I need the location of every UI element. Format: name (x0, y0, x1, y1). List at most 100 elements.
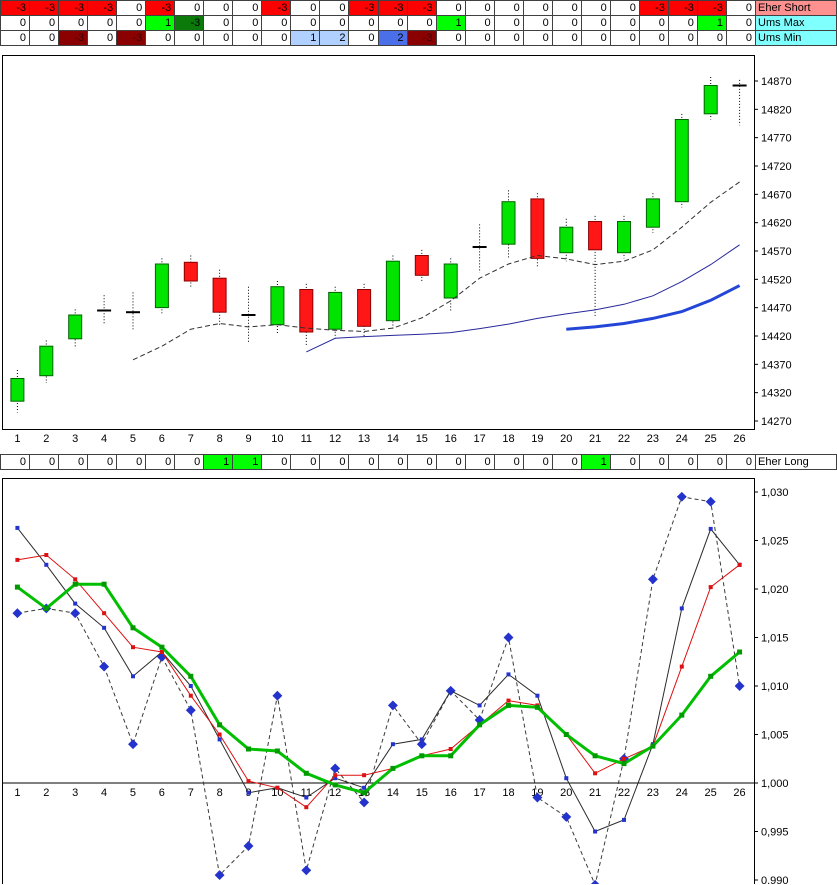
signal-cell[interactable]: 0 (494, 1, 523, 15)
signal-cell[interactable]: 0 (610, 31, 639, 45)
signal-cell[interactable]: 0 (610, 16, 639, 30)
signal-cell[interactable]: -3 (30, 1, 59, 15)
signal-cell[interactable]: 0 (204, 1, 233, 15)
signal-cell[interactable]: 0 (436, 1, 465, 15)
signal-cell[interactable]: 0 (320, 16, 349, 30)
signal-cell[interactable]: 0 (146, 455, 175, 469)
signal-cell[interactable]: 0 (668, 31, 697, 45)
signal-cell[interactable]: 0 (494, 31, 523, 45)
signal-cell[interactable]: 1 (233, 455, 262, 469)
signal-cell[interactable]: 0 (233, 16, 262, 30)
signal-cell[interactable]: 0 (581, 1, 610, 15)
signal-cell[interactable]: 0 (175, 455, 204, 469)
signal-cell[interactable]: -3 (378, 1, 407, 15)
signal-cell[interactable]: 2 (320, 31, 349, 45)
signal-cell[interactable]: 0 (1, 31, 30, 45)
signal-cell[interactable]: 0 (262, 455, 291, 469)
signal-cell[interactable]: 2 (378, 31, 407, 45)
signal-cell[interactable]: 0 (639, 31, 668, 45)
signal-cell[interactable]: 0 (581, 16, 610, 30)
signal-cell[interactable]: -3 (407, 1, 436, 15)
signal-cell[interactable]: 0 (1, 16, 30, 30)
signal-cell[interactable]: 0 (494, 16, 523, 30)
signal-cell[interactable]: 0 (320, 455, 349, 469)
signal-cell[interactable]: 0 (30, 16, 59, 30)
signal-cell[interactable]: 1 (581, 455, 610, 469)
signal-cell[interactable]: 1 (436, 16, 465, 30)
signal-cell[interactable]: 0 (378, 16, 407, 30)
signal-cell[interactable]: 0 (668, 16, 697, 30)
signal-cell[interactable]: 0 (465, 455, 494, 469)
signal-cell[interactable]: -3 (88, 1, 117, 15)
signal-cell[interactable]: 0 (610, 455, 639, 469)
signal-cell[interactable]: 0 (146, 31, 175, 45)
signal-cell[interactable]: 0 (552, 455, 581, 469)
signal-cell[interactable]: 0 (639, 16, 668, 30)
signal-cell[interactable]: 0 (349, 31, 378, 45)
signal-cell[interactable]: 0 (523, 455, 552, 469)
signal-cell[interactable]: -3 (175, 16, 204, 30)
signal-cell[interactable]: 0 (668, 455, 697, 469)
signal-cell[interactable]: 0 (407, 16, 436, 30)
signal-cell[interactable]: 1 (204, 455, 233, 469)
signal-cell[interactable]: -3 (697, 1, 726, 15)
signal-cell[interactable]: 0 (726, 1, 755, 15)
signal-cell[interactable]: -3 (349, 1, 378, 15)
signal-cell[interactable]: 0 (697, 455, 726, 469)
signal-cell[interactable]: 0 (291, 16, 320, 30)
signal-cell[interactable]: 0 (117, 1, 146, 15)
signal-cell[interactable]: 0 (552, 16, 581, 30)
signal-cell[interactable]: 0 (88, 455, 117, 469)
signal-cell[interactable]: -3 (1, 1, 30, 15)
signal-cell[interactable]: 0 (436, 31, 465, 45)
signal-cell[interactable]: -3 (59, 31, 88, 45)
signal-cell[interactable]: 0 (291, 1, 320, 15)
signal-cell[interactable]: 0 (436, 455, 465, 469)
signal-cell[interactable]: -3 (262, 1, 291, 15)
signal-cell[interactable]: 1 (291, 31, 320, 45)
signal-cell[interactable]: 0 (88, 16, 117, 30)
signal-cell[interactable]: 0 (523, 31, 552, 45)
signal-cell[interactable]: 0 (204, 16, 233, 30)
signal-cell[interactable]: -3 (59, 1, 88, 15)
signal-cell[interactable]: 0 (494, 455, 523, 469)
signal-cell[interactable]: 0 (1, 455, 30, 469)
signal-cell[interactable]: 0 (349, 455, 378, 469)
signal-cell[interactable]: 0 (349, 16, 378, 30)
signal-cell[interactable]: 0 (465, 1, 494, 15)
signal-cell[interactable]: 0 (59, 16, 88, 30)
signal-cell[interactable]: 0 (407, 455, 436, 469)
signal-cell[interactable]: 0 (320, 1, 349, 15)
signal-cell[interactable]: 0 (204, 31, 233, 45)
signal-cell[interactable]: 0 (726, 16, 755, 30)
signal-cell[interactable]: 0 (465, 16, 494, 30)
signal-cell[interactable]: -3 (668, 1, 697, 15)
signal-cell[interactable]: 0 (523, 16, 552, 30)
signal-cell[interactable]: 0 (697, 31, 726, 45)
signal-cell[interactable]: 1 (146, 16, 175, 30)
signal-cell[interactable]: 0 (639, 455, 668, 469)
signal-cell[interactable]: 0 (30, 31, 59, 45)
signal-cell[interactable]: -3 (407, 31, 436, 45)
signal-cell[interactable]: -3 (146, 1, 175, 15)
signal-cell[interactable]: 0 (117, 455, 146, 469)
signal-cell[interactable]: 0 (523, 1, 552, 15)
signal-cell[interactable]: 0 (552, 31, 581, 45)
signal-cell[interactable]: 0 (88, 31, 117, 45)
signal-cell[interactable]: 0 (175, 31, 204, 45)
signal-cell[interactable]: 0 (59, 455, 88, 469)
signal-cell[interactable]: 0 (726, 31, 755, 45)
signal-cell[interactable]: 1 (697, 16, 726, 30)
signal-cell[interactable]: 0 (175, 1, 204, 15)
signal-cell[interactable]: -3 (639, 1, 668, 15)
signal-cell[interactable]: 0 (291, 455, 320, 469)
signal-cell[interactable]: 0 (378, 455, 407, 469)
signal-cell[interactable]: 0 (233, 31, 262, 45)
signal-cell[interactable]: 0 (552, 1, 581, 15)
signal-cell[interactable]: 0 (726, 455, 755, 469)
signal-cell[interactable]: 0 (465, 31, 494, 45)
signal-cell[interactable]: 0 (117, 16, 146, 30)
signal-cell[interactable]: -3 (117, 31, 146, 45)
signal-cell[interactable]: 0 (233, 1, 262, 15)
signal-cell[interactable]: 0 (262, 31, 291, 45)
